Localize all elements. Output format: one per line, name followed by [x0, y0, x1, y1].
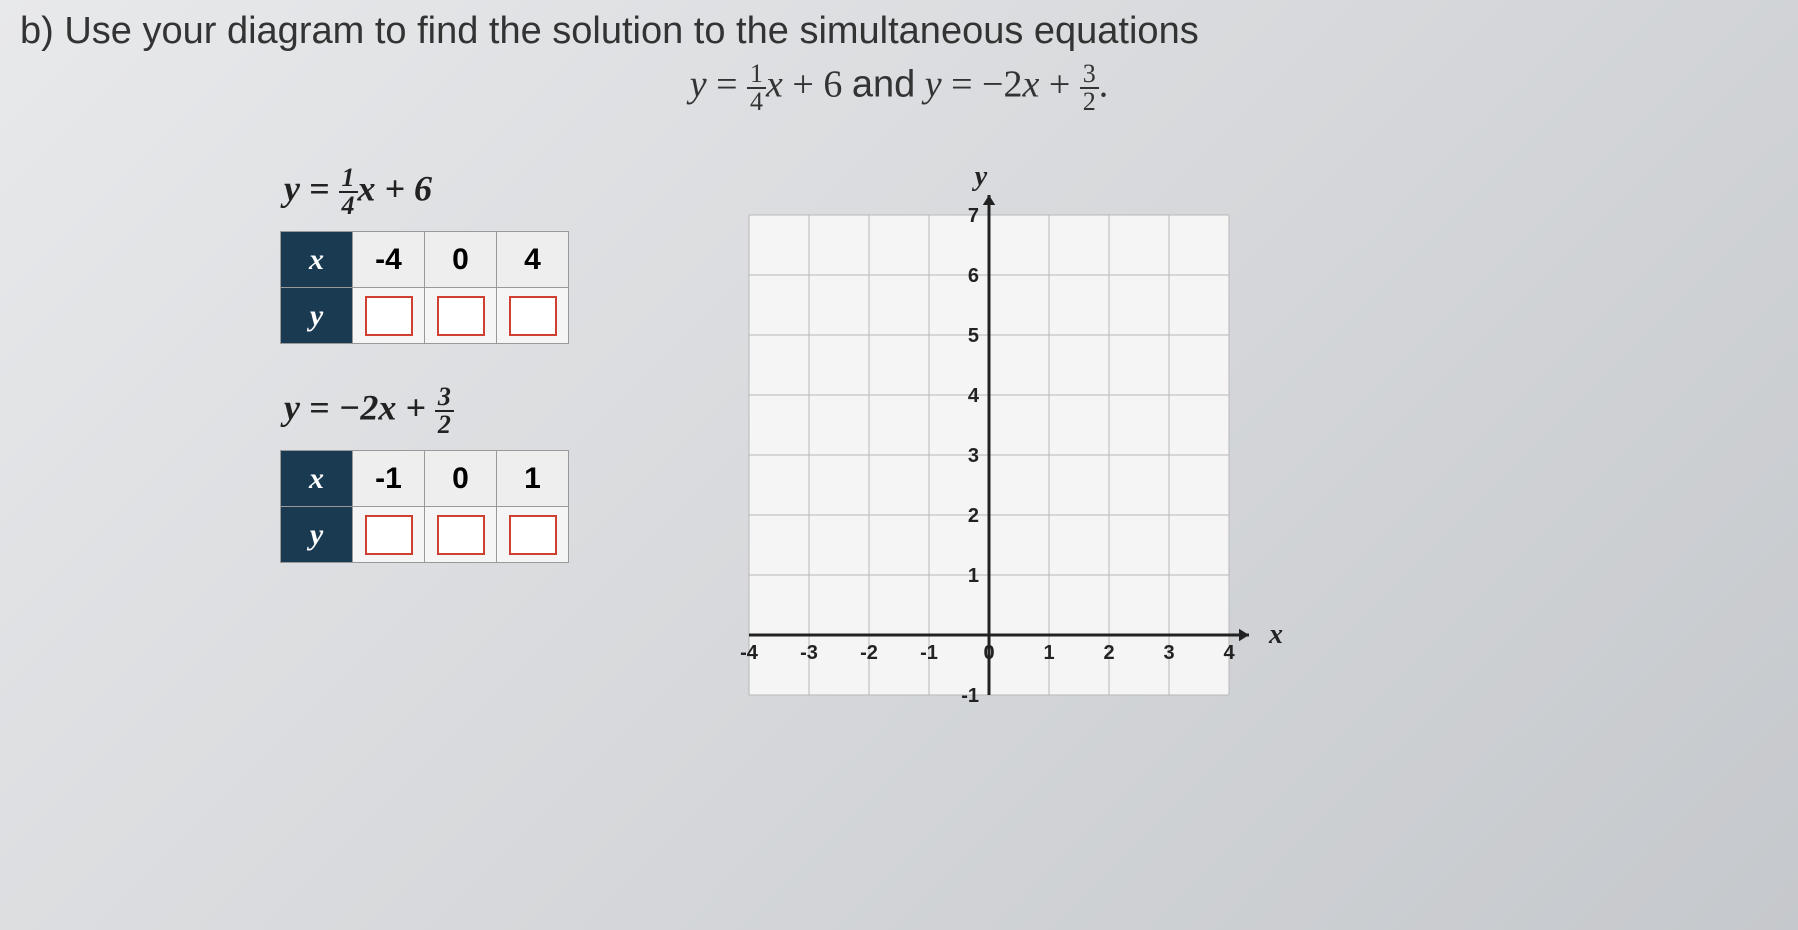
answer-input[interactable] — [365, 296, 413, 336]
part-label: b) — [20, 10, 54, 52]
x-header: x — [281, 232, 353, 288]
table-1-equation: y = 14x + 6 — [280, 165, 569, 219]
answer-input[interactable] — [437, 515, 485, 555]
answer-input[interactable] — [509, 515, 557, 555]
svg-text:5: 5 — [968, 325, 979, 347]
svg-text:0: 0 — [983, 642, 994, 664]
answer-input[interactable] — [509, 296, 557, 336]
svg-text:7: 7 — [968, 205, 979, 227]
svg-text:-4: -4 — [740, 642, 759, 664]
svg-text:6: 6 — [968, 265, 979, 287]
x-value: -1 — [353, 451, 425, 507]
svg-text:x: x — [1268, 619, 1283, 650]
svg-text:1: 1 — [1043, 642, 1054, 664]
fraction-1-4: 14 — [747, 61, 766, 115]
table-2-equation: y = −2x + 32 — [280, 384, 569, 438]
y-input-cell[interactable] — [497, 507, 569, 563]
svg-text:-2: -2 — [860, 642, 878, 664]
svg-text:2: 2 — [968, 505, 979, 527]
x-value: 1 — [497, 451, 569, 507]
x-value: 0 — [425, 451, 497, 507]
svg-text:3: 3 — [968, 445, 979, 467]
svg-text:-3: -3 — [800, 642, 818, 664]
svg-text:4: 4 — [1223, 642, 1235, 664]
svg-text:-1: -1 — [920, 642, 938, 664]
x-value: 4 — [497, 232, 569, 288]
y-input-cell[interactable] — [425, 507, 497, 563]
table-row: y — [281, 288, 569, 344]
table-2: y = −2x + 32 x -1 0 1 y — [280, 384, 569, 563]
coordinate-graph[interactable]: -4-3-2-101234-11234567xy — [689, 165, 1309, 785]
svg-text:y: y — [972, 165, 988, 192]
y-input-cell[interactable] — [497, 288, 569, 344]
answer-input[interactable] — [365, 515, 413, 555]
svg-text:2: 2 — [1103, 642, 1114, 664]
x-value: 0 — [425, 232, 497, 288]
y-input-cell[interactable] — [425, 288, 497, 344]
svg-text:1: 1 — [968, 565, 979, 587]
table-row: y — [281, 507, 569, 563]
x-header: x — [281, 451, 353, 507]
svg-text:-1: -1 — [961, 685, 979, 707]
svg-text:4: 4 — [968, 385, 980, 407]
x-value: -4 — [353, 232, 425, 288]
y-input-cell[interactable] — [353, 507, 425, 563]
y-header: y — [281, 507, 353, 563]
y-input-cell[interactable] — [353, 288, 425, 344]
table-row: x -1 0 1 — [281, 451, 569, 507]
question-body: Use your diagram to find the solution to… — [64, 10, 1198, 52]
fraction-3-2: 32 — [1080, 61, 1099, 115]
answer-input[interactable] — [437, 296, 485, 336]
question-text: b) Use your diagram to find the solution… — [20, 10, 1778, 53]
table-1: y = 14x + 6 x -4 0 4 y — [280, 165, 569, 344]
y-header: y — [281, 288, 353, 344]
table-row: x -4 0 4 — [281, 232, 569, 288]
svg-text:3: 3 — [1163, 642, 1174, 664]
equation-line: y = 14x + 6 and y = −2x + 32. — [20, 61, 1778, 115]
